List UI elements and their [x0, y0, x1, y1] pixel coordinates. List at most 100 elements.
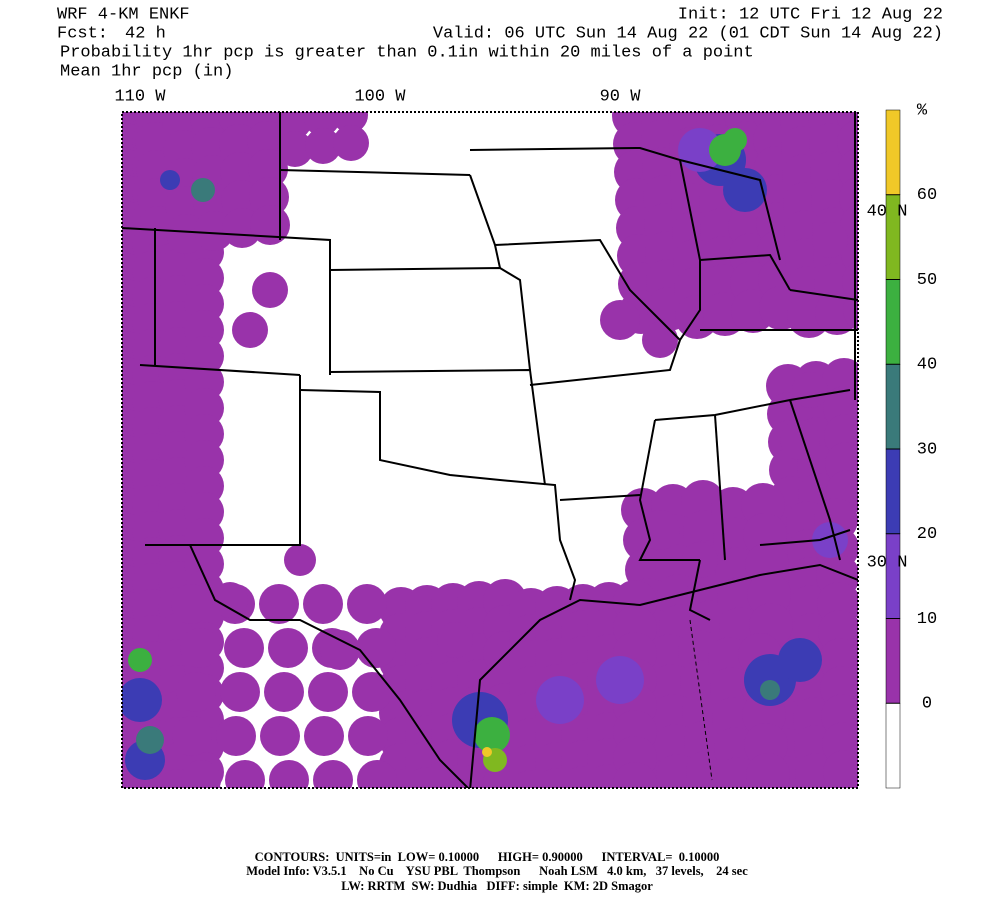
- precip-area: [250, 205, 290, 245]
- precip-area: [252, 272, 288, 308]
- precip-area: [268, 628, 308, 668]
- precip-area: [812, 522, 848, 558]
- precip-area: [248, 149, 288, 189]
- state-border: [122, 227, 331, 375]
- precip-area: [212, 582, 248, 618]
- precip-area: [356, 628, 396, 668]
- precip-area: [277, 131, 313, 167]
- colorbar-tick-label: 60: [917, 186, 937, 205]
- colorbar-tick-label: 50: [917, 271, 937, 290]
- precip-area: [320, 630, 360, 670]
- precip-area: [225, 760, 265, 788]
- precip-area: [180, 628, 220, 668]
- colorbar-tick-label: 0: [922, 695, 932, 714]
- precip-area: [536, 676, 584, 724]
- overlay-title: Mean 1hr pcp (in): [60, 62, 233, 81]
- precip-area: [128, 648, 152, 672]
- state-border: [469, 146, 701, 261]
- colorbar-unit: %: [917, 101, 928, 120]
- state-border: [279, 169, 471, 176]
- precip-area: [642, 322, 678, 358]
- precip-area: [723, 168, 767, 212]
- precip-area: [780, 420, 820, 460]
- footer-line: Model Info: V3.5.1 No Cu YSU PBL Thompso…: [246, 864, 748, 878]
- state-border: [299, 389, 577, 601]
- precip-area: [303, 584, 343, 624]
- precip-area: [357, 760, 397, 788]
- colorbar-tick-label: 20: [917, 525, 937, 544]
- precip-area: [348, 716, 388, 756]
- precip-area: [746, 753, 790, 788]
- precip-area: [352, 672, 392, 712]
- precip-area: [160, 170, 180, 190]
- footer-line: LW: RRTM SW: Dudhia DIFF: simple KM: 2D …: [341, 879, 653, 893]
- map-frame: [121, 111, 859, 789]
- precip-area: [792, 372, 828, 408]
- lon-label: 110 W: [114, 87, 166, 106]
- precip-area: [176, 672, 216, 712]
- state-border: [789, 399, 841, 561]
- state-border: [699, 253, 791, 291]
- footer-line: CONTOURS: UNITS=in LOW= 0.10000 HIGH= 0.…: [255, 850, 720, 864]
- precip-area: [259, 584, 299, 624]
- lat-label: 40 N: [867, 202, 908, 221]
- colorbar-band: [885, 364, 901, 450]
- precip-area: [191, 178, 215, 202]
- state-border: [139, 364, 301, 376]
- precip-area: [760, 680, 780, 700]
- state-border: [714, 414, 726, 561]
- colorbar-band: [885, 703, 901, 789]
- colorbar-tick-label: 30: [917, 440, 937, 459]
- lon-label: 90 W: [600, 87, 642, 106]
- precip-area: [723, 128, 747, 152]
- precip-area: [600, 300, 640, 340]
- precip-area: [437, 622, 473, 658]
- state-border: [679, 159, 781, 261]
- colorbar-band: [885, 533, 901, 619]
- precip-area: [474, 717, 510, 753]
- colorbar-tick-label: 40: [917, 356, 937, 375]
- precip-max: [482, 747, 492, 757]
- precip-area: [313, 760, 353, 788]
- state-border: [190, 375, 301, 546]
- state-border: [688, 559, 711, 621]
- state-border: [559, 494, 641, 501]
- precip-area: [304, 716, 344, 756]
- precip-area: [269, 760, 309, 788]
- state-border: [654, 389, 851, 421]
- precip-area: [305, 128, 341, 164]
- precip-area: [333, 125, 369, 161]
- state-border: [145, 544, 470, 788]
- map: [122, 112, 858, 788]
- precip-area: [276, 112, 312, 139]
- precip-area: [220, 672, 260, 712]
- precip-area: [224, 628, 264, 668]
- region-line: [689, 619, 713, 781]
- state-border: [789, 289, 858, 301]
- fcst-hour: 42 h: [125, 24, 166, 43]
- valid-time: Valid: 06 UTC Sun 14 Aug 22 (01 CDT Sun …: [433, 24, 943, 43]
- colorbar: 0 10 20 30 40 50 60%: [885, 101, 937, 789]
- state-border: [469, 563, 858, 788]
- precip-area: [136, 726, 164, 754]
- state-border: [638, 419, 700, 561]
- precip-area: [247, 121, 287, 161]
- state-border: [494, 238, 681, 341]
- state-border: [759, 529, 851, 546]
- precip-area: [260, 716, 300, 756]
- precip-area: [812, 222, 848, 258]
- lon-label: 100 W: [354, 87, 406, 106]
- precip-area: [122, 678, 162, 722]
- precip-area: [640, 510, 680, 550]
- precip-area: [264, 672, 304, 712]
- colorbar-band: [885, 448, 901, 534]
- precip-area: [347, 584, 387, 624]
- colorbar-band: [885, 109, 901, 195]
- precip-area: [678, 128, 722, 172]
- field-title: Probability 1hr pcp is greater than 0.1i…: [60, 43, 754, 62]
- precip-area: [216, 716, 256, 756]
- model-name: WRF 4-KM ENKF: [57, 5, 190, 24]
- colorbar-tick-label: 10: [917, 610, 937, 629]
- fcst-label: Fcst:: [57, 24, 108, 43]
